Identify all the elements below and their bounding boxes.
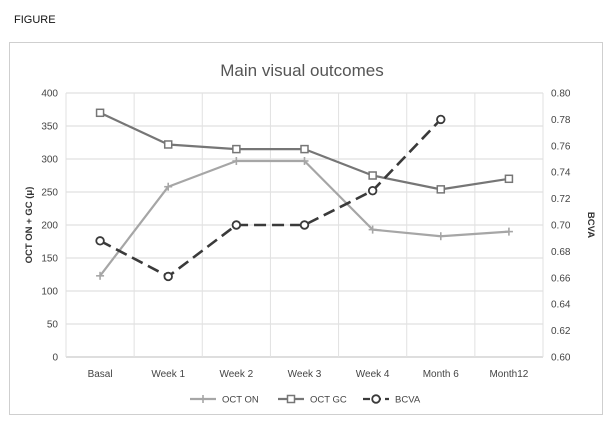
right-tick-label: 0.68: [551, 247, 571, 258]
series-layer: [95, 108, 514, 282]
data-point-oct-on: [368, 225, 377, 234]
legend-item-oct-on: OCT ON: [190, 395, 259, 406]
legend-marker: [371, 394, 381, 404]
left-axis-title: OCT ON + GC (μ): [24, 187, 35, 264]
series-line-oct-on: [99, 159, 510, 277]
data-point-bcva: [436, 114, 446, 125]
legend-item-bcva: BCVA: [363, 394, 421, 406]
legend-label: BCVA: [395, 395, 421, 406]
data-point-oct-gc: [300, 144, 309, 154]
x-tick-label: Month 6: [423, 369, 460, 380]
left-tick-label: 150: [41, 254, 58, 265]
x-tick-label: Week 3: [288, 369, 322, 380]
data-point-oct-gc: [163, 140, 173, 149]
data-point-oct-on: [164, 182, 173, 191]
legend-marker: [199, 395, 207, 403]
data-point-oct-gc: [232, 144, 241, 154]
legend: OCT ON OCT GC BCVA: [190, 394, 421, 406]
right-tick-label: 0.74: [551, 168, 571, 179]
right-tick-label: 0.76: [551, 141, 571, 152]
left-axis-ticks: 0 50 100 150 200 250 300 350 400: [41, 89, 58, 364]
right-axis-ticks: 0.60 0.62 0.64 0.66 0.68 0.70 0.72 0.74 0.76 0.78…: [551, 89, 571, 364]
right-tick-label: 0.72: [551, 194, 571, 205]
data-point-oct-on: [300, 156, 309, 165]
data-point-oct-gc: [95, 108, 105, 118]
legend-marker: [286, 394, 296, 404]
data-point-oct-on: [232, 156, 241, 165]
left-tick-label: 350: [41, 122, 58, 133]
series-line-bcva: [99, 118, 442, 278]
x-tick-label: Week 4: [356, 369, 390, 380]
data-point-oct-gc: [504, 174, 514, 184]
data-point-oct-gc: [368, 171, 377, 180]
right-tick-label: 0.64: [551, 300, 571, 311]
x-axis-ticks: Basal Week 1 Week 2 Week 3 Week 4 Month 6 Mont…: [88, 369, 529, 380]
right-tick-label: 0.70: [551, 221, 571, 232]
x-tick-label: Week 2: [219, 369, 253, 380]
left-tick-label: 300: [41, 155, 58, 166]
x-tick-label: Week 1: [151, 369, 185, 380]
right-tick-label: 0.78: [551, 115, 571, 126]
left-tick-label: 400: [41, 89, 58, 100]
series-bcva: [95, 114, 446, 282]
legend-label: OCT ON: [222, 395, 259, 406]
left-tick-label: 250: [41, 188, 58, 199]
series-oct-gc: [95, 108, 514, 194]
right-tick-label: 0.62: [551, 326, 571, 337]
right-tick-label: 0.60: [551, 353, 571, 364]
series-oct-on: [96, 156, 513, 280]
legend-item-oct-gc: OCT GC: [278, 395, 347, 406]
x-tick-label: Basal: [88, 369, 113, 380]
data-point-oct-on: [96, 271, 105, 280]
data-point-oct-on: [436, 232, 445, 241]
data-point-bcva: [299, 220, 310, 230]
right-axis-title: BCVA: [585, 212, 596, 238]
data-point-oct-gc: [436, 185, 446, 194]
data-point-oct-on: [504, 227, 513, 236]
legend-label: OCT GC: [310, 395, 347, 406]
data-point-bcva: [367, 185, 378, 196]
left-tick-label: 0: [52, 353, 58, 364]
x-tick-label: Month12: [489, 369, 528, 380]
right-tick-label: 0.66: [551, 273, 571, 284]
data-point-bcva: [231, 220, 242, 230]
right-tick-label: 0.80: [551, 89, 571, 100]
figure-label: FIGURE: [14, 14, 56, 26]
data-point-bcva: [95, 236, 105, 246]
data-point-bcva: [163, 271, 173, 282]
left-tick-label: 200: [41, 221, 58, 232]
chart-title: Main visual outcomes: [220, 61, 383, 80]
left-tick-label: 100: [41, 287, 58, 298]
left-tick-label: 50: [47, 320, 59, 331]
